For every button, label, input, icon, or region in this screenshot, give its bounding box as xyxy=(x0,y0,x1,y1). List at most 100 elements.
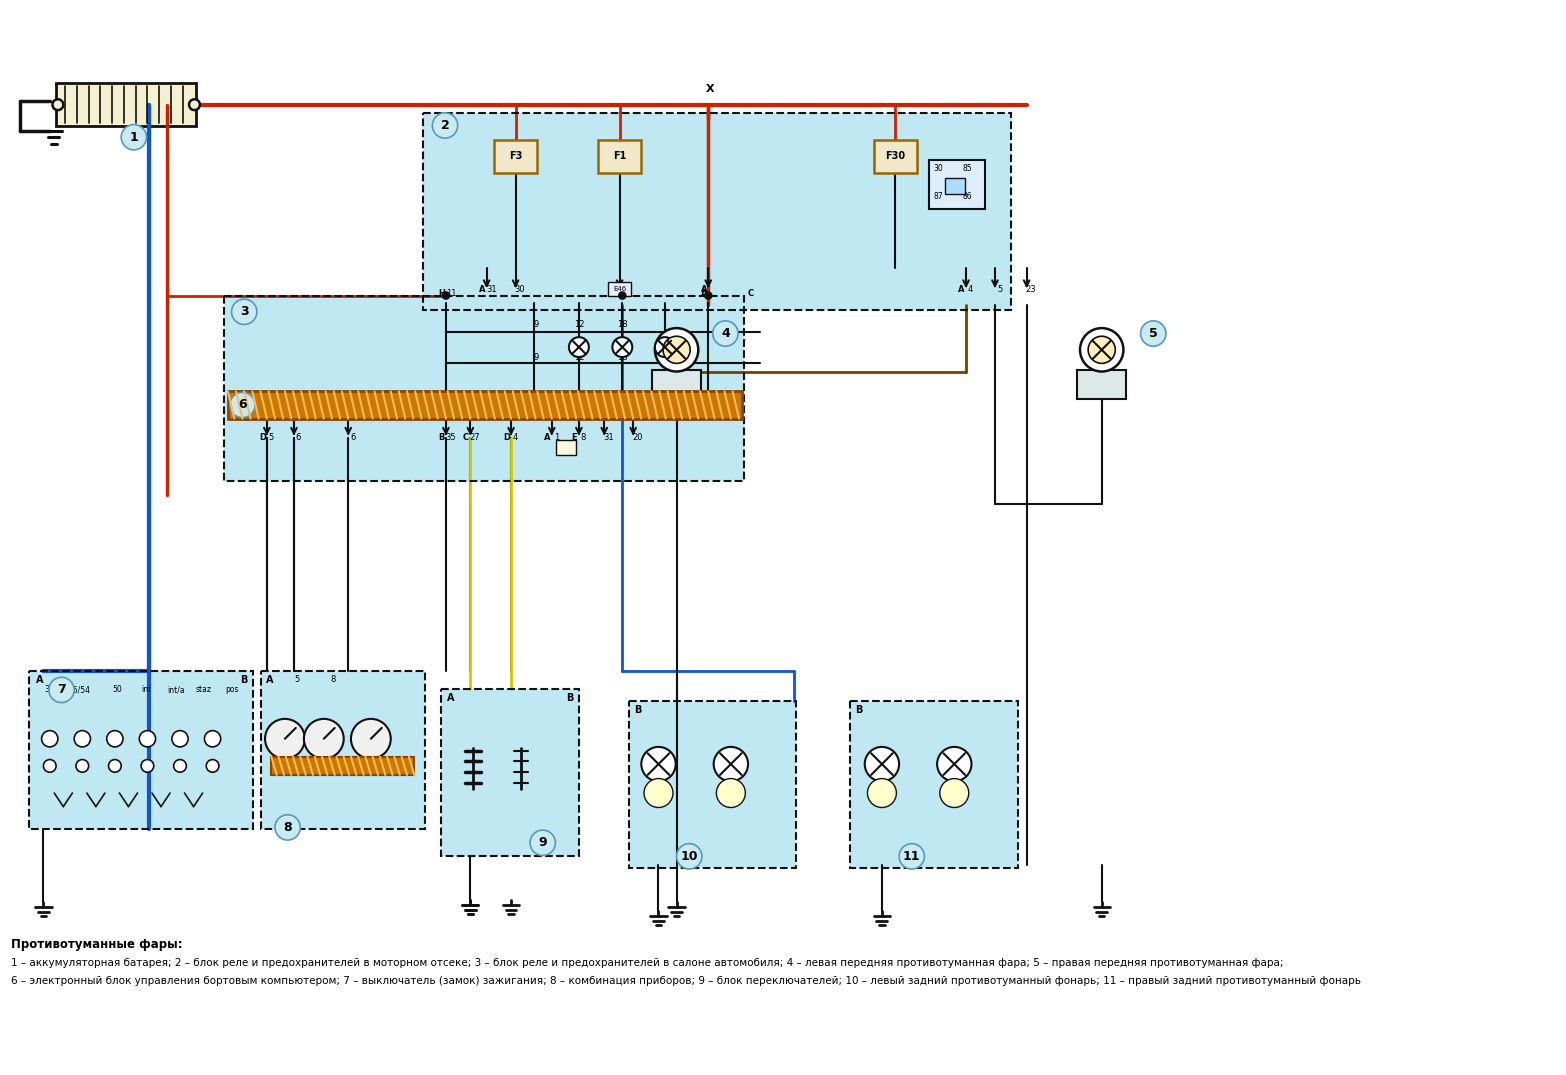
Text: int/a: int/a xyxy=(168,686,185,694)
Text: 9: 9 xyxy=(539,836,547,849)
Circle shape xyxy=(864,747,899,782)
Circle shape xyxy=(868,778,896,807)
Text: 12: 12 xyxy=(573,320,584,329)
Text: Противотуманные фары:: Противотуманные фары: xyxy=(11,937,183,950)
Circle shape xyxy=(74,731,91,747)
Text: 1: 1 xyxy=(554,433,559,442)
Text: 8: 8 xyxy=(581,433,586,442)
Circle shape xyxy=(49,677,74,703)
Text: C: C xyxy=(747,289,753,298)
Circle shape xyxy=(304,719,343,759)
Circle shape xyxy=(655,338,675,357)
Text: 11: 11 xyxy=(446,289,457,298)
Circle shape xyxy=(172,731,188,747)
Bar xyxy=(556,441,576,455)
Text: A: A xyxy=(36,675,44,685)
Text: 8: 8 xyxy=(330,675,335,685)
Text: F30: F30 xyxy=(885,152,905,161)
Bar xyxy=(260,671,424,829)
Bar xyxy=(28,671,254,829)
Text: 31: 31 xyxy=(603,433,614,442)
Text: F3: F3 xyxy=(509,152,523,161)
Bar xyxy=(493,140,537,172)
Text: B: B xyxy=(438,433,445,442)
Text: A: A xyxy=(446,693,454,703)
Circle shape xyxy=(276,815,301,840)
Text: A: A xyxy=(700,285,706,293)
Text: 5: 5 xyxy=(269,433,274,442)
Text: B: B xyxy=(241,675,247,685)
Bar xyxy=(651,370,702,399)
Bar xyxy=(628,701,796,869)
Text: 87: 87 xyxy=(933,191,943,201)
Bar xyxy=(442,689,579,857)
Circle shape xyxy=(713,320,738,346)
Circle shape xyxy=(644,778,673,807)
Circle shape xyxy=(265,719,305,759)
Text: 8: 8 xyxy=(283,821,291,834)
Bar xyxy=(1077,370,1126,399)
Text: 11: 11 xyxy=(904,850,921,863)
Circle shape xyxy=(230,392,255,418)
Circle shape xyxy=(442,292,449,299)
Text: 86: 86 xyxy=(962,191,972,201)
Bar xyxy=(598,140,642,172)
Text: 35: 35 xyxy=(445,433,456,442)
Text: D: D xyxy=(503,433,511,442)
Bar xyxy=(442,689,579,857)
Circle shape xyxy=(677,844,702,869)
Circle shape xyxy=(940,778,969,807)
Text: 4: 4 xyxy=(720,327,730,340)
Text: E: E xyxy=(572,433,578,442)
Text: C: C xyxy=(464,433,468,442)
Bar xyxy=(423,113,1012,310)
Text: 9: 9 xyxy=(534,320,539,329)
Bar xyxy=(28,671,254,829)
Text: 15/54: 15/54 xyxy=(69,686,91,694)
Circle shape xyxy=(716,778,745,807)
Circle shape xyxy=(642,747,675,782)
Text: 27: 27 xyxy=(470,433,481,442)
Text: 1: 1 xyxy=(130,131,138,144)
Circle shape xyxy=(351,719,392,759)
Text: pos: pos xyxy=(226,686,238,694)
Text: F1: F1 xyxy=(612,152,626,161)
Circle shape xyxy=(1140,320,1167,346)
Bar xyxy=(56,83,196,127)
Circle shape xyxy=(174,760,186,772)
Text: B: B xyxy=(567,693,573,703)
Text: A: A xyxy=(479,285,485,293)
Text: 6 – электронный блок управления бортовым компьютером; 7 – выключатель (замок) за: 6 – электронный блок управления бортовым… xyxy=(11,976,1361,986)
Text: 4: 4 xyxy=(968,285,972,293)
Circle shape xyxy=(655,328,698,372)
Bar xyxy=(929,160,985,209)
Circle shape xyxy=(232,299,257,325)
Text: 4: 4 xyxy=(514,433,518,442)
Text: B: B xyxy=(612,285,619,293)
Text: A: A xyxy=(700,289,706,298)
Circle shape xyxy=(207,760,219,772)
Circle shape xyxy=(141,760,153,772)
Text: 5: 5 xyxy=(1149,327,1157,340)
Text: 30: 30 xyxy=(933,164,943,173)
Bar xyxy=(229,391,742,418)
Text: B: B xyxy=(855,705,863,715)
Circle shape xyxy=(705,292,713,299)
Text: 12: 12 xyxy=(573,353,584,361)
Circle shape xyxy=(899,844,924,869)
Circle shape xyxy=(568,338,589,357)
Bar xyxy=(224,296,744,481)
Circle shape xyxy=(432,113,457,139)
Circle shape xyxy=(619,292,626,299)
Text: 2: 2 xyxy=(440,119,449,132)
Text: 6: 6 xyxy=(296,433,301,442)
Text: 18: 18 xyxy=(617,320,628,329)
Bar xyxy=(224,296,744,481)
Text: 23: 23 xyxy=(1026,285,1037,293)
Bar xyxy=(850,701,1018,869)
Circle shape xyxy=(1088,336,1115,363)
Circle shape xyxy=(936,747,971,782)
Circle shape xyxy=(42,731,58,747)
Text: E46: E46 xyxy=(612,286,626,292)
Text: A: A xyxy=(543,433,551,442)
